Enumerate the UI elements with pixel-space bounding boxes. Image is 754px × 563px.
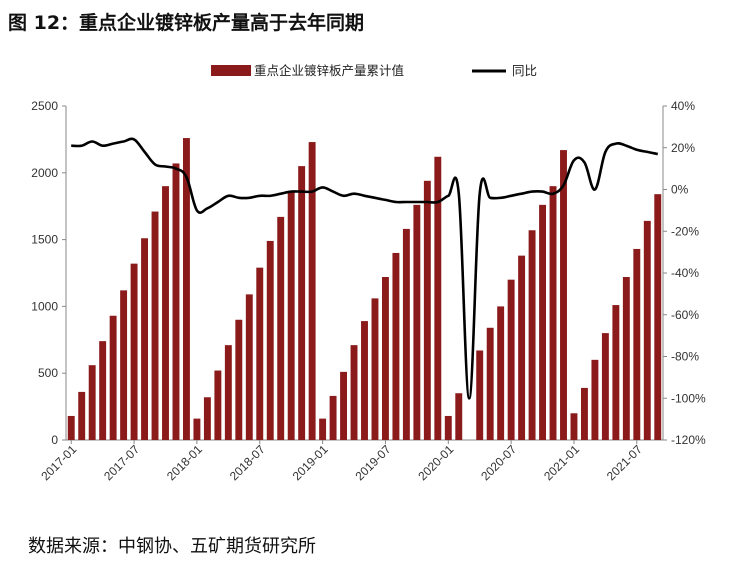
bar xyxy=(277,216,285,440)
y-left-tick-label: 1500 xyxy=(31,233,58,247)
bar xyxy=(245,294,253,440)
figure-title: 图 12：重点企业镀锌板产量高于去年同期 xyxy=(8,12,365,34)
y-right-tick-label: 20% xyxy=(671,141,695,155)
bar xyxy=(570,413,578,440)
bar xyxy=(444,415,452,440)
bar xyxy=(298,166,306,440)
legend-bar-swatch xyxy=(211,65,251,76)
bar xyxy=(633,248,641,440)
bar xyxy=(287,191,295,440)
bar xyxy=(99,341,107,440)
bar xyxy=(507,279,515,440)
bar xyxy=(654,194,662,440)
x-tick-label: 2018-01 xyxy=(164,442,205,483)
legend-line-label: 同比 xyxy=(512,63,537,78)
x-tick-label: 2017-01 xyxy=(38,442,79,483)
bar xyxy=(88,365,96,440)
bar xyxy=(497,306,505,440)
bar xyxy=(308,142,316,440)
bar xyxy=(151,211,159,440)
bar xyxy=(120,290,128,440)
bar xyxy=(172,163,180,440)
y-right-tick-label: -20% xyxy=(671,224,699,238)
y-right-tick-label: -100% xyxy=(671,391,706,405)
bar xyxy=(423,180,431,441)
y-left-tick-label: 2500 xyxy=(31,99,58,113)
x-tick-label: 2021-01 xyxy=(541,442,582,483)
bar xyxy=(528,230,536,440)
bar xyxy=(434,156,442,440)
y-left-tick-label: 500 xyxy=(38,366,58,380)
bar xyxy=(486,327,494,440)
bar xyxy=(78,391,86,440)
y-right-tick-label: -80% xyxy=(671,350,699,364)
y-right-tick-label: -60% xyxy=(671,308,699,322)
bar xyxy=(350,345,358,440)
bar xyxy=(361,321,368,440)
y-left-tick-label: 0 xyxy=(51,433,58,447)
x-tick-label: 2020-01 xyxy=(415,442,456,483)
bar xyxy=(381,277,389,440)
x-tick-label: 2020-07 xyxy=(478,442,519,483)
y-right-tick-label: 0% xyxy=(671,183,689,197)
bar xyxy=(612,305,620,440)
x-tick-label: 2018-07 xyxy=(227,442,268,483)
yoy-line xyxy=(71,137,659,400)
bar xyxy=(235,319,243,440)
bar xyxy=(371,298,379,440)
source-note: 数据来源：中钢协、五矿期货研究所 xyxy=(28,536,316,557)
bar xyxy=(203,397,211,440)
x-tick-label: 2019-01 xyxy=(290,442,331,483)
bar xyxy=(580,387,588,440)
legend-bar-label: 重点企业镀锌板产量累计值 xyxy=(254,63,404,78)
chart-legend: 重点企业镀锌板产量累计值 同比 xyxy=(211,63,537,78)
bar xyxy=(141,238,149,440)
y-right-tick-label: -120% xyxy=(671,433,706,447)
chart: 重点企业镀锌板产量累计值 同比 0 500 1000 1500 2000 2500 -120… xyxy=(31,63,706,483)
bar xyxy=(266,240,274,440)
bar xyxy=(182,138,190,440)
bar xyxy=(402,228,410,440)
bar xyxy=(455,393,463,440)
bar xyxy=(319,418,327,440)
bar xyxy=(591,359,599,440)
bar xyxy=(413,204,421,440)
bar xyxy=(476,350,484,440)
bar xyxy=(539,204,547,440)
bar xyxy=(643,220,651,440)
bar xyxy=(549,186,557,440)
bar xyxy=(329,395,337,440)
bar xyxy=(224,345,232,440)
bar xyxy=(560,150,567,440)
bar xyxy=(392,252,400,440)
bar xyxy=(518,255,526,440)
y-right-tick-label: 40% xyxy=(671,99,695,113)
bar xyxy=(340,371,348,440)
bar xyxy=(256,267,264,440)
bar xyxy=(130,263,138,440)
x-tick-label: 2017-07 xyxy=(101,442,142,483)
bar xyxy=(622,277,630,440)
x-tick-label: 2019-07 xyxy=(353,442,394,483)
bar-series xyxy=(67,138,662,441)
bar xyxy=(193,418,201,440)
y-left-tick-label: 2000 xyxy=(31,166,58,180)
bar xyxy=(214,370,222,440)
bar xyxy=(162,186,169,440)
y-left-tick-label: 1000 xyxy=(31,299,58,313)
bar xyxy=(67,415,75,440)
line-series xyxy=(71,137,659,400)
bar xyxy=(109,315,117,440)
bar xyxy=(601,333,609,440)
x-tick-label: 2021-07 xyxy=(604,442,645,483)
y-right-tick-label: -40% xyxy=(671,266,699,280)
